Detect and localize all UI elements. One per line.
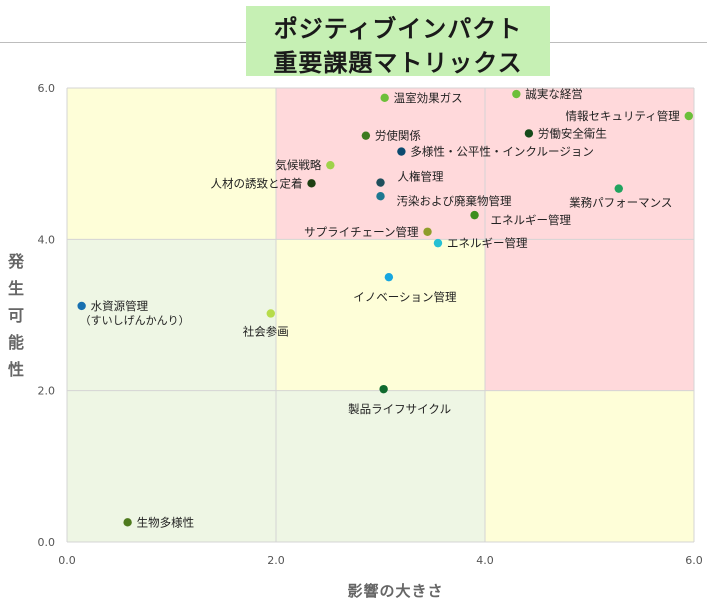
zone-5 [276, 390, 485, 542]
point-label: 気候戦略 [275, 158, 321, 172]
point-label: 多様性・公平性・インクルージョン [410, 145, 593, 159]
title-left-rule [0, 42, 246, 43]
point-marker [614, 184, 623, 193]
chart-title-box: ポジティブインパクト 重要課題マトリックス [246, 6, 550, 77]
point-marker [423, 227, 432, 236]
axis-layer: 0.0 2.0 4.0 6.0 0.0 2.0 4.0 6.0 影響の大きさ 発生可能性 [7, 82, 703, 600]
zone-4 [485, 239, 694, 391]
x-tick-label: 2.0 [267, 554, 285, 567]
y-tick-label: 6.0 [38, 82, 56, 95]
point-label: 汚染および廃棄物管理 [397, 194, 512, 208]
point-label: サプライチェーン管理 [304, 225, 419, 239]
point-marker [361, 131, 371, 140]
chart-title-line-1: ポジティブインパクト [273, 15, 523, 43]
point-marker [470, 210, 479, 220]
zone-0 [67, 88, 276, 240]
point-label: 人権管理 [398, 170, 444, 184]
point-marker [307, 179, 316, 188]
point-sublabel: （すいしげんかんり） [80, 314, 190, 327]
point-label: 製品ライフサイクル [348, 402, 451, 416]
point-marker [384, 272, 394, 282]
point-label: 労使関係 [375, 129, 421, 143]
point-marker [379, 384, 388, 394]
y-tick-label: 0.0 [38, 536, 56, 549]
point-label: 労働安全衛生 [538, 126, 607, 140]
point-marker [684, 111, 693, 121]
point-label: 情報セキュリティ管理 [565, 109, 680, 123]
point-label: 温室効果ガス [394, 91, 463, 105]
point-marker [380, 93, 389, 103]
point-marker [512, 89, 521, 99]
point-label: 誠実な経営 [525, 87, 583, 101]
x-tick-label: 0.0 [58, 554, 76, 567]
point-label: 人材の誘致と定着 [211, 176, 303, 190]
point-marker [524, 129, 534, 138]
point-label: 生物多様性 [137, 515, 195, 529]
point-marker [266, 309, 275, 318]
chart-title-line-2: 重要課題マトリックス [273, 49, 523, 77]
point-label: 業務パフォーマンス [569, 196, 672, 210]
y-tick-label: 4.0 [38, 233, 56, 246]
point-marker [376, 178, 385, 187]
zone-3 [276, 239, 485, 391]
x-tick-label: 6.0 [685, 554, 703, 567]
point-label: 社会参画 [243, 324, 289, 338]
point-label: エネルギー管理 [491, 213, 572, 227]
point-marker [123, 518, 132, 527]
point-marker [376, 192, 385, 201]
zone-6 [485, 390, 694, 542]
point-label: エネルギー管理 [447, 236, 528, 250]
point-marker [397, 147, 406, 156]
y-axis-label: 発生可能性 [7, 252, 25, 379]
grid-layer [66, 87, 695, 543]
point-marker [77, 301, 86, 311]
point-label: イノベーション管理 [353, 290, 457, 304]
title-right-rule [550, 42, 707, 43]
point-marker [433, 238, 443, 248]
x-tick-label: 4.0 [476, 554, 494, 567]
point-layer [77, 89, 693, 527]
y-tick-label: 2.0 [38, 385, 56, 398]
x-axis-label: 影響の大きさ [347, 582, 443, 600]
point-marker [326, 160, 335, 170]
point-label: 水資源管理 [91, 299, 149, 313]
